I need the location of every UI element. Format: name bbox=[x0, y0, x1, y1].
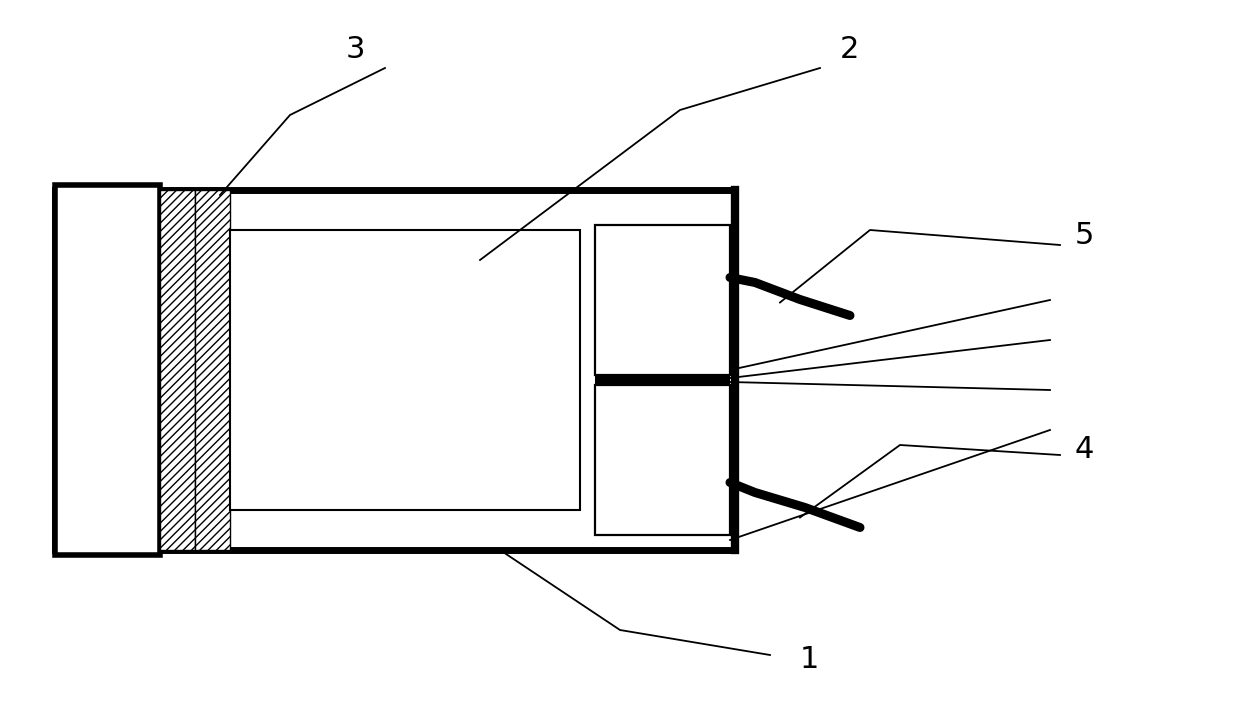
Text: 4: 4 bbox=[1075, 435, 1095, 464]
Bar bbox=[595, 385, 730, 535]
Text: 3: 3 bbox=[345, 35, 365, 65]
Text: 5: 5 bbox=[1075, 220, 1095, 250]
Bar bbox=[195, 190, 229, 550]
Bar bbox=[595, 225, 730, 375]
Bar bbox=[229, 230, 580, 510]
Text: 1: 1 bbox=[800, 645, 820, 674]
Bar bbox=[55, 185, 160, 555]
Text: 2: 2 bbox=[839, 35, 859, 65]
Bar bbox=[160, 190, 195, 550]
Bar bbox=[595, 376, 730, 384]
